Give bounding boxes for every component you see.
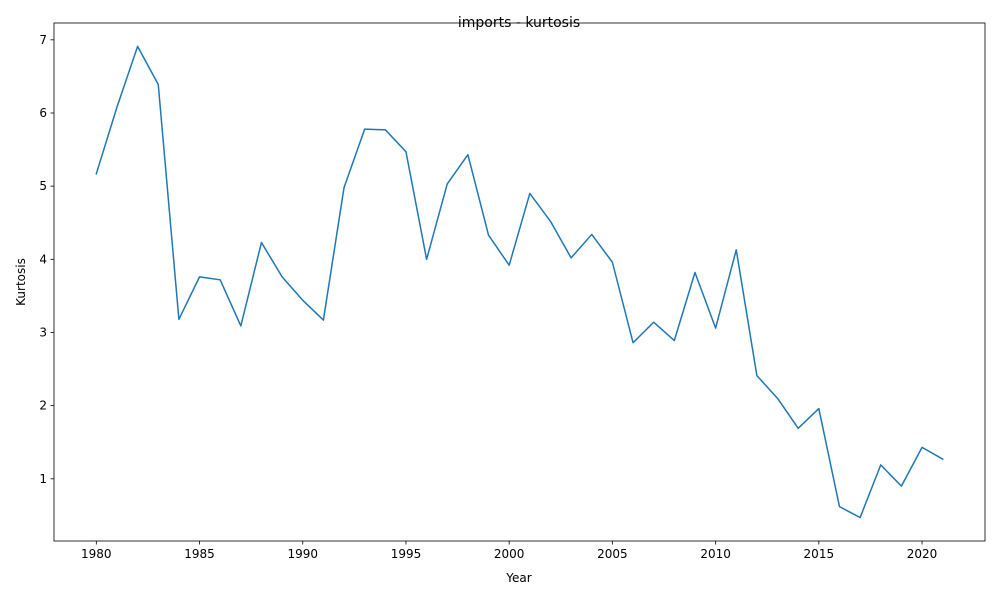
series-line [95, 45, 944, 519]
x-tick-label: 1980 [81, 547, 112, 561]
y-axis-ticks: 1 2 3 4 5 6 7 [39, 33, 54, 486]
x-tick-label: 1990 [287, 547, 318, 561]
x-tick-label: 2000 [494, 547, 525, 561]
y-tick-label: 4 [39, 252, 47, 266]
x-tick-label: 1985 [184, 547, 215, 561]
x-axis-label: Year [505, 571, 531, 585]
y-tick-label: 1 [39, 472, 47, 486]
plot-area-frame [53, 22, 986, 542]
x-tick-label: 1995 [391, 547, 422, 561]
x-tick-label: 2010 [700, 547, 731, 561]
x-tick-label: 2015 [804, 547, 835, 561]
x-tick-label: 2005 [597, 547, 628, 561]
y-tick-label: 2 [39, 399, 47, 413]
x-axis-ticks: 1980 1985 1990 1995 2000 2005 2010 2015 2020 [81, 541, 937, 561]
x-tick-label: 2020 [907, 547, 938, 561]
y-tick-label: 5 [39, 179, 47, 193]
y-axis-label: Kurtosis [14, 258, 28, 306]
y-tick-label: 3 [39, 325, 47, 339]
y-tick-label: 7 [39, 33, 47, 47]
y-tick-label: 6 [39, 106, 47, 120]
